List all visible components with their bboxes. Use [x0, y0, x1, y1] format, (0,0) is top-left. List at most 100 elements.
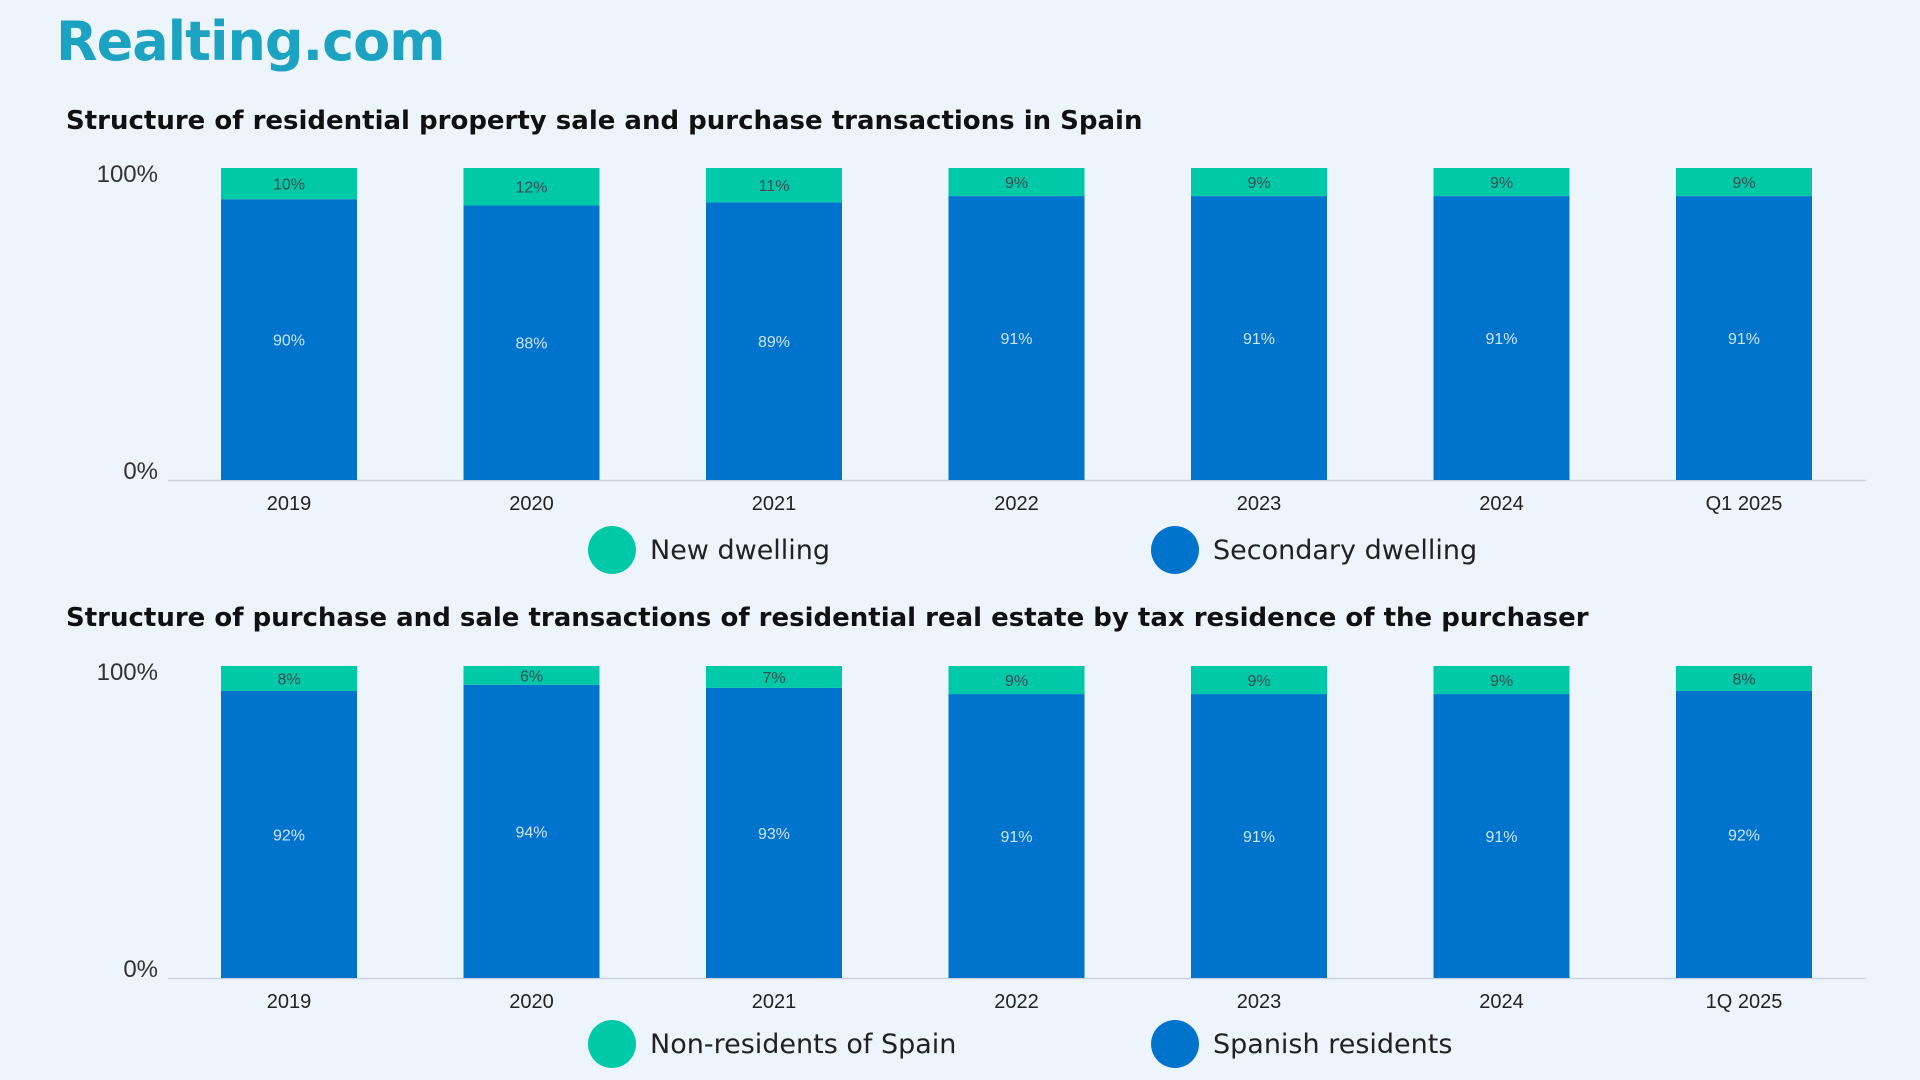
- chart-transactions-by-dwelling: 100% 0% 90% 10% 2019 88% 12% 2020 89%11% 2021 91% 9…: [97, 161, 1866, 515]
- chart-title-transactions: Structure of residential property sale a…: [66, 106, 1143, 136]
- chart-title-tax-residence: Structure of purchase and sale transacti…: [66, 603, 1589, 633]
- data-label-top: 9%: [1247, 673, 1270, 690]
- bar-group-1q-2025[interactable]: 92% 8%: [1676, 666, 1812, 978]
- data-label-bottom: 91%: [1000, 829, 1032, 846]
- bar-segment-non-residents-of-spain[interactable]: [221, 666, 357, 691]
- data-label-top: 12%: [515, 180, 547, 197]
- legend-item-spanish-residents[interactable]: Spanish residents: [1151, 1020, 1452, 1068]
- bar-segment-spanish-residents[interactable]: [463, 684, 600, 978]
- x-tick-label: 2023: [1237, 493, 1282, 515]
- bar-group-2023[interactable]: 91% 9%: [1191, 168, 1327, 480]
- legend-item-non-residents[interactable]: Non-residents of Spain: [588, 1020, 956, 1068]
- legend-item-secondary-dwelling[interactable]: Secondary dwelling: [1151, 526, 1477, 574]
- bar-group-2024[interactable]: 91% 9%: [1433, 666, 1570, 978]
- data-label-bottom: 94%: [515, 824, 547, 841]
- x-tick-label: 2019: [267, 991, 312, 1013]
- bar-segment-spanish-residents[interactable]: [221, 690, 357, 978]
- x-tick-label: 2024: [1479, 991, 1524, 1013]
- data-label-top: 9%: [1732, 175, 1755, 192]
- bar-segment-new-dwelling[interactable]: [1433, 168, 1570, 197]
- x-tick-label: 2020: [509, 493, 554, 515]
- bar-segment-spanish-residents[interactable]: [1191, 694, 1327, 978]
- bar-segment-secondary-dwelling[interactable]: [1433, 196, 1570, 480]
- legend-swatch-secondary-dwelling: [1151, 526, 1199, 574]
- data-label-bottom: 90%: [273, 333, 305, 350]
- legend-label-secondary-dwelling: Secondary dwelling: [1213, 534, 1478, 566]
- bar-group-q1-2025[interactable]: 91% 9%: [1676, 168, 1812, 480]
- bar-group-2022[interactable]: 91% 9%: [948, 168, 1085, 480]
- bar-segment-new-dwelling[interactable]: [463, 168, 600, 206]
- x-tick-label: 2021: [752, 493, 797, 515]
- bar-segment-secondary-dwelling[interactable]: [221, 199, 357, 480]
- y-tick-label-bottom: 0%: [123, 458, 158, 485]
- legend-item-new-dwelling[interactable]: New dwelling: [588, 526, 830, 574]
- x-tick-label: 2023: [1237, 991, 1282, 1013]
- bar-segment-non-residents-of-spain[interactable]: [1676, 666, 1812, 691]
- data-label-top: 9%: [1247, 175, 1270, 192]
- data-label-bottom: 89%: [758, 334, 790, 351]
- data-label-top: 7%: [762, 670, 785, 687]
- chart-transactions-by-residence: 100% 0% 92% 8% 2019 94% 6% 2020 93% 7% 2021 91% 9% 20…: [97, 659, 1866, 1013]
- bar-group-2019[interactable]: 92% 8%: [221, 666, 357, 978]
- bar-segment-new-dwelling[interactable]: [1191, 168, 1327, 197]
- bar-segment-non-residents-of-spain[interactable]: [1433, 666, 1570, 695]
- realting-logo[interactable]: Realting.com: [56, 10, 445, 73]
- bar-segment-new-dwelling[interactable]: [706, 168, 842, 203]
- legend-label-non-residents: Non-residents of Spain: [650, 1028, 957, 1060]
- data-label-top: 9%: [1005, 175, 1028, 192]
- bar-group-2022[interactable]: 91% 9%: [948, 666, 1085, 978]
- legend-label-new-dwelling: New dwelling: [650, 534, 831, 566]
- legend-label-spanish-residents: Spanish residents: [1213, 1028, 1453, 1060]
- y-tick-label-top: 100%: [97, 161, 158, 188]
- data-label-bottom: 91%: [1485, 331, 1517, 348]
- bar-group-2019[interactable]: 90% 10%: [221, 168, 357, 480]
- bar-segment-secondary-dwelling[interactable]: [706, 202, 842, 480]
- y-tick-label-bottom: 0%: [123, 956, 158, 983]
- bar-group-2020[interactable]: 94% 6%: [463, 666, 600, 978]
- data-label-bottom: 91%: [1485, 829, 1517, 846]
- data-label-bottom: 91%: [1243, 331, 1275, 348]
- data-label-top: 9%: [1490, 175, 1513, 192]
- bar-segment-spanish-residents[interactable]: [1676, 690, 1812, 978]
- bar-segment-secondary-dwelling[interactable]: [948, 196, 1085, 480]
- bar-group-2023[interactable]: 91% 9%: [1191, 666, 1327, 978]
- bar-group-2021[interactable]: 93% 7%: [706, 666, 842, 978]
- x-tick-label: 2020: [509, 991, 554, 1013]
- legend-swatch-spanish-residents: [1151, 1020, 1199, 1068]
- data-label-top: 10%: [273, 177, 305, 194]
- bar-segment-non-residents-of-spain[interactable]: [706, 666, 842, 688]
- data-label-top: 6%: [520, 668, 543, 685]
- bar-segment-secondary-dwelling[interactable]: [463, 205, 600, 480]
- bar-segment-spanish-residents[interactable]: [948, 694, 1085, 978]
- data-label-top: 8%: [277, 671, 300, 688]
- bar-group-2024[interactable]: 91% 9%: [1433, 168, 1570, 480]
- bar-segment-secondary-dwelling[interactable]: [1676, 196, 1812, 480]
- bar-segment-non-residents-of-spain[interactable]: [948, 666, 1085, 695]
- legend-dwelling: New dwelling Secondary dwelling: [0, 526, 1920, 580]
- bar-segment-non-residents-of-spain[interactable]: [463, 666, 600, 685]
- bar-segment-new-dwelling[interactable]: [1676, 168, 1812, 197]
- x-tick-label: 2022: [994, 493, 1039, 515]
- bar-segment-spanish-residents[interactable]: [706, 687, 842, 978]
- x-tick-label: Q1 2025: [1706, 493, 1783, 515]
- x-tick-label: 2024: [1479, 493, 1524, 515]
- bar-segment-non-residents-of-spain[interactable]: [1191, 666, 1327, 695]
- x-tick-label: 1Q 2025: [1706, 991, 1783, 1013]
- data-label-bottom: 91%: [1243, 829, 1275, 846]
- x-tick-label: 2019: [267, 493, 312, 515]
- bar-segment-new-dwelling[interactable]: [948, 168, 1085, 197]
- bar-group-2021[interactable]: 89% 11%: [706, 168, 842, 480]
- data-label-bottom: 91%: [1000, 331, 1032, 348]
- data-label-top: 9%: [1490, 673, 1513, 690]
- bar-segment-new-dwelling[interactable]: [221, 168, 357, 200]
- data-label-bottom: 92%: [1728, 827, 1760, 844]
- legend-swatch-non-residents: [588, 1020, 636, 1068]
- bar-segment-spanish-residents[interactable]: [1433, 694, 1570, 978]
- y-tick-label-top: 100%: [97, 659, 158, 686]
- x-tick-label: 2021: [752, 991, 797, 1013]
- bar-group-2020[interactable]: 88% 12%: [463, 168, 600, 480]
- data-label-bottom: 93%: [758, 826, 790, 843]
- bar-segment-secondary-dwelling[interactable]: [1191, 196, 1327, 480]
- legend-residence: Non-residents of Spain Spanish residents: [0, 1020, 1920, 1074]
- data-label-bottom: 88%: [515, 336, 547, 353]
